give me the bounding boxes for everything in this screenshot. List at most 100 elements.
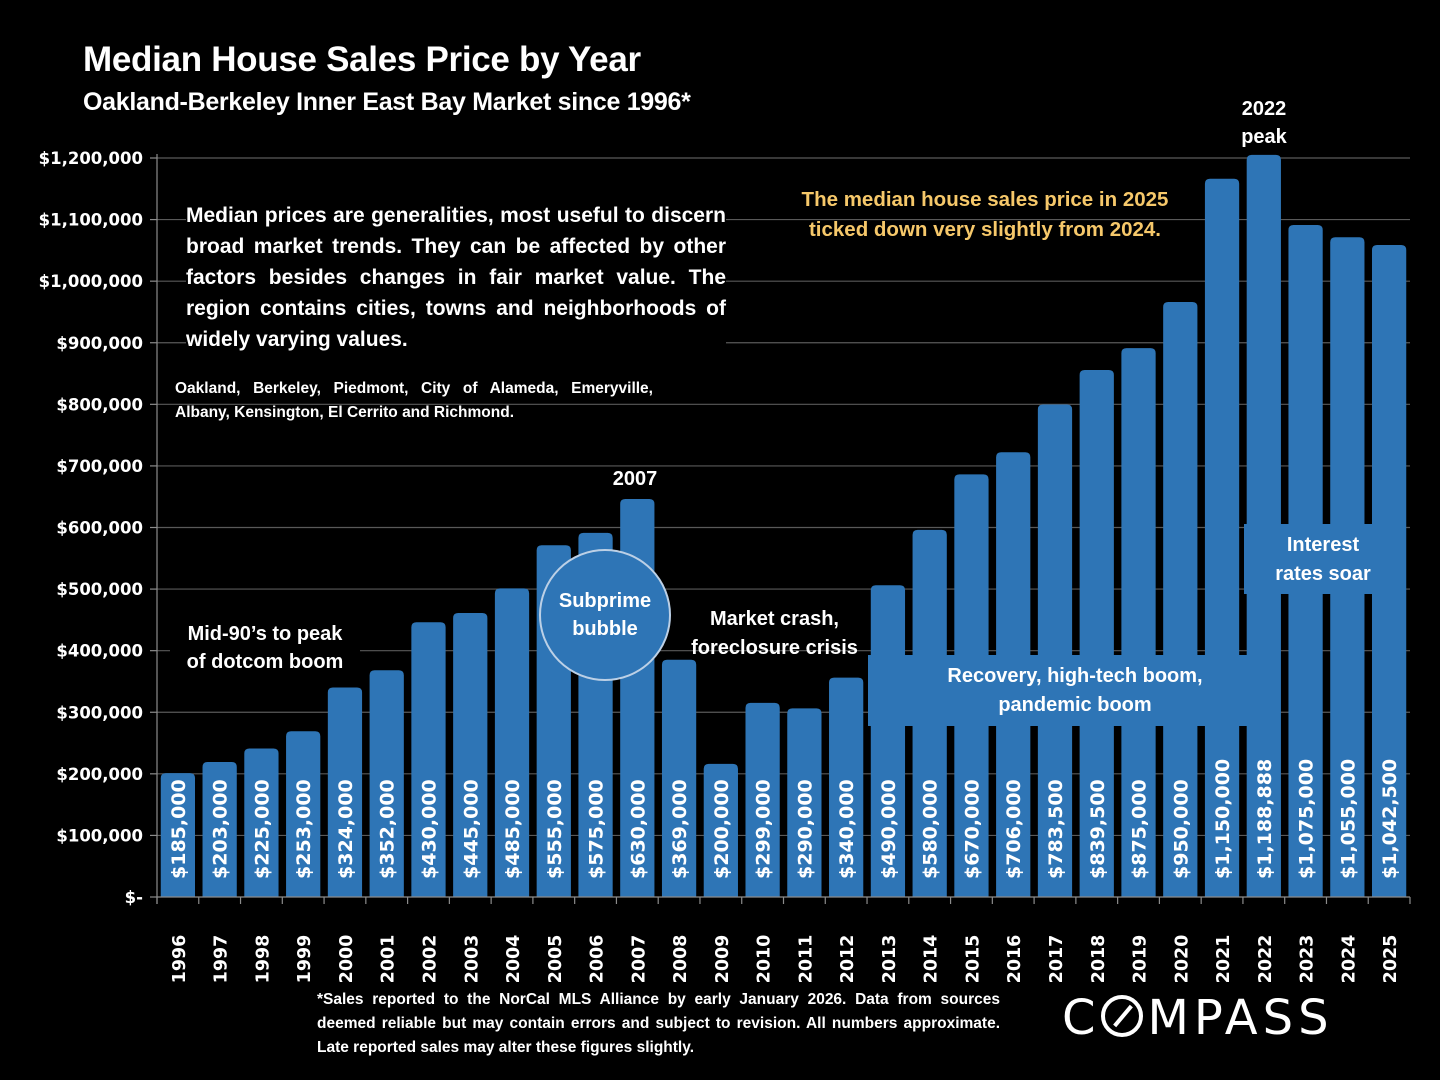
bars: $185,000 $203,000 $225,000 $253,000 $324,000… xyxy=(160,154,1407,897)
x-tick-label: 2025 xyxy=(1381,935,1401,984)
x-tick-label: 2002 xyxy=(420,935,440,984)
bar-2019 xyxy=(1121,348,1156,897)
annotation-recovery: Recovery, high-tech boom, pandemic boom xyxy=(870,662,1280,720)
x-tick-label: 1999 xyxy=(295,935,315,984)
bar-2012 xyxy=(829,677,864,897)
data-label: $555,000 xyxy=(544,779,566,879)
data-label: $630,000 xyxy=(627,779,649,879)
y-tick-label: $600,000 xyxy=(56,519,143,538)
bar-2003 xyxy=(453,612,488,897)
data-label: $290,000 xyxy=(794,779,816,879)
data-label: $1,188,888 xyxy=(1254,759,1276,879)
data-label: $875,000 xyxy=(1129,779,1151,879)
x-tick-label: 2004 xyxy=(504,935,524,984)
data-label: $706,000 xyxy=(1003,779,1025,879)
x-tick-label: 2021 xyxy=(1214,935,1234,984)
x-tick-label: 1996 xyxy=(170,935,190,984)
annotation-2022-line2: peak xyxy=(1241,126,1287,148)
data-label: $839,500 xyxy=(1087,779,1109,879)
x-tick-label: 2017 xyxy=(1047,935,1067,984)
bar-2020 xyxy=(1163,301,1198,897)
data-label: $1,042,500 xyxy=(1379,759,1401,879)
x-tick-label: 2016 xyxy=(1005,935,1025,984)
x-tick-label: 2022 xyxy=(1256,935,1276,984)
bar-1999 xyxy=(286,731,321,897)
data-label: $1,055,000 xyxy=(1337,759,1359,879)
x-tick-label: 2024 xyxy=(1339,935,1359,984)
bar-2008 xyxy=(661,659,697,897)
x-tick-label: 2003 xyxy=(462,935,482,984)
bar-1998 xyxy=(244,748,279,897)
subprime-line2: bubble xyxy=(572,618,638,640)
bar-2002 xyxy=(411,622,446,897)
x-tick-label: 2023 xyxy=(1298,935,1318,984)
annotation-rates-line1: Interest xyxy=(1286,534,1360,556)
data-label: $783,500 xyxy=(1045,779,1067,879)
x-tick-label: 2009 xyxy=(713,935,733,984)
x-tick-label: 2005 xyxy=(546,935,566,984)
bar-2001 xyxy=(369,670,404,897)
bar-2011 xyxy=(787,708,822,897)
bar-2017 xyxy=(1037,404,1073,897)
chart-subtitle: Oakland-Berkeley Inner East Bay Market s… xyxy=(83,88,691,116)
bar-2018 xyxy=(1079,370,1114,897)
y-tick-label: $1,000,000 xyxy=(39,272,143,291)
logo-o-slash-icon xyxy=(1100,995,1143,1037)
data-label: $200,000 xyxy=(711,779,733,879)
x-tick-label: 1997 xyxy=(212,935,232,984)
y-tick-label: $1,200,000 xyxy=(39,149,143,168)
annotation-rates-line2: rates soar xyxy=(1275,563,1371,585)
logo-letter-c: C xyxy=(1062,990,1101,1046)
callout-2025: The median house sales price in 2025 tic… xyxy=(801,188,1169,241)
x-tick-label: 2015 xyxy=(963,935,983,984)
annotation-market-crash: Market crash, foreclosure crisis xyxy=(682,605,867,663)
y-tick-label: $400,000 xyxy=(56,642,143,661)
annotation-2007: 2007 xyxy=(598,468,672,492)
x-tick-label: 2012 xyxy=(838,935,858,984)
annotation-2007-text: 2007 xyxy=(612,468,658,490)
annotation-dotcom: Mid-90’s to peak of dotcom boom xyxy=(170,620,360,676)
annotation-interest-rates: Interest rates soar xyxy=(1244,531,1402,589)
annotation-crash-line2: foreclosure crisis xyxy=(691,637,858,659)
recovery-band xyxy=(868,655,1280,726)
x-tick-label: 2020 xyxy=(1172,935,1192,984)
footnote: *Sales reported to the NorCal MLS Allian… xyxy=(317,991,1000,1056)
data-label: $950,000 xyxy=(1170,779,1192,879)
logo-letters: MPASS xyxy=(1147,990,1334,1046)
data-label: $430,000 xyxy=(418,779,440,879)
x-tick-label: 2001 xyxy=(379,935,399,984)
data-label: $369,000 xyxy=(669,779,691,879)
data-label: $670,000 xyxy=(961,779,983,879)
x-tick-label: 2000 xyxy=(337,935,357,984)
data-label: $253,000 xyxy=(293,779,315,879)
gridlines xyxy=(157,157,1410,837)
y-tick-label: $500,000 xyxy=(56,580,143,599)
x-tick-label: 2007 xyxy=(629,935,649,984)
x-tick-label: 2018 xyxy=(1089,935,1109,984)
data-label: $575,000 xyxy=(586,779,608,879)
subprime-line1: Subprime xyxy=(558,590,652,612)
bar-1996 xyxy=(160,773,196,897)
x-axis: 1996 1997 1998 1999 2000 2001 2002 2003 2004 2005… xyxy=(156,896,1411,984)
y-tick-label: $1,100,000 xyxy=(39,211,143,230)
x-tick-label: 2019 xyxy=(1131,935,1151,984)
annotation-recovery-line2: pandemic boom xyxy=(998,694,1152,716)
annotation-dotcom-line2: of dotcom boom xyxy=(186,651,344,673)
annotation-2022-line1: 2022 xyxy=(1241,98,1287,120)
annotation-crash-line1: Market crash, xyxy=(710,608,839,630)
median-prices-note: Median prices are generalities, most use… xyxy=(186,200,726,355)
interest-rates-band xyxy=(1244,524,1402,594)
annotation-2022-peak: 2022 peak xyxy=(1222,95,1306,151)
data-label: $185,000 xyxy=(168,779,190,879)
x-tick-label: 2014 xyxy=(922,935,942,984)
x-tick-label: 2010 xyxy=(755,935,775,984)
chart-title: Median House Sales Price by Year xyxy=(83,40,641,79)
data-label: $580,000 xyxy=(920,779,942,879)
y-tick-label: $200,000 xyxy=(56,765,143,784)
bar-1997 xyxy=(202,761,237,897)
x-tick-label: 2006 xyxy=(588,935,608,984)
data-label: $1,075,000 xyxy=(1296,759,1318,879)
data-label: $485,000 xyxy=(502,779,524,879)
y-tick-label: $- xyxy=(125,888,143,907)
